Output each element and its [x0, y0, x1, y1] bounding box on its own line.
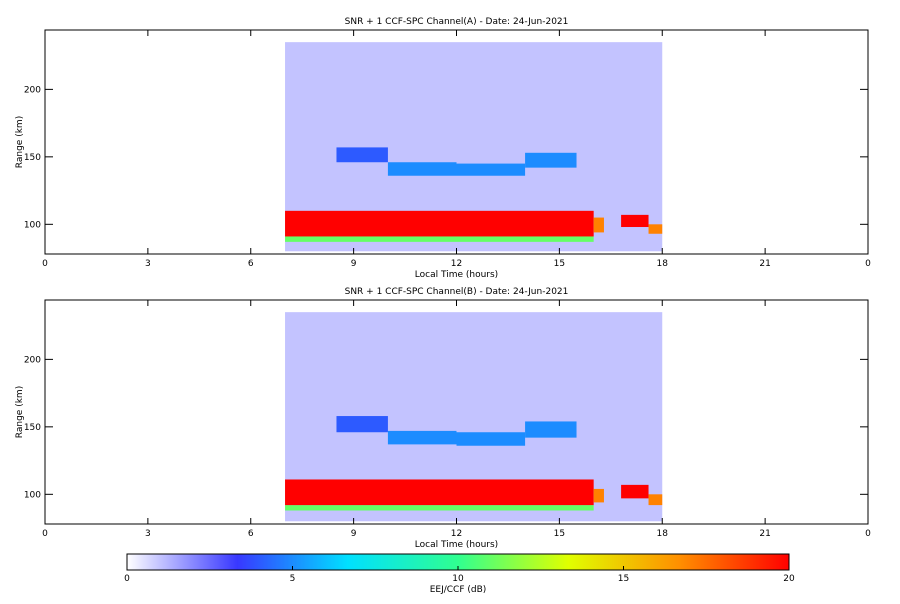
x-tick-label: 3	[145, 259, 151, 269]
y-axis-label: Range (km)	[15, 386, 25, 438]
colorbar-tick-label: 20	[783, 574, 795, 584]
heat-cell	[285, 210, 594, 237]
x-tick-label: 6	[248, 529, 254, 539]
y-tick-label: 100	[24, 490, 41, 500]
heat-cell	[648, 224, 663, 234]
x-tick-label: 3	[145, 529, 151, 539]
x-tick-label: 18	[657, 259, 669, 269]
y-tick-label: 100	[24, 220, 41, 230]
heat-cell	[621, 214, 649, 228]
heat-cell	[593, 217, 604, 233]
x-tick-label: 0	[42, 259, 48, 269]
heat-cell	[285, 479, 594, 506]
heat-cell	[387, 430, 457, 445]
heat-cell	[285, 236, 594, 242]
heat-cell	[387, 162, 457, 176]
heat-cell	[336, 147, 388, 163]
heat-cell	[525, 421, 577, 438]
heat-cell	[593, 488, 604, 503]
heat-cell	[525, 152, 577, 168]
chart-title: SNR + 1 CCF-SPC Channel(A) - Date: 24-Ju…	[345, 17, 569, 27]
colorbar-tick-label: 5	[290, 574, 296, 584]
y-tick-label: 150	[24, 423, 41, 433]
heat-cell	[336, 416, 388, 433]
heat-cell	[456, 432, 526, 446]
colorbar-tick-label: 0	[124, 574, 130, 584]
x-tick-label: 0	[42, 529, 48, 539]
heat-cell	[285, 505, 594, 511]
x-tick-label: 0	[865, 259, 871, 269]
x-axis-label: Local Time (hours)	[415, 540, 498, 550]
heat-cell	[621, 484, 649, 499]
chart-title: SNR + 1 CCF-SPC Channel(B) - Date: 24-Ju…	[345, 287, 569, 297]
y-tick-label: 200	[24, 85, 41, 95]
heat-cell	[648, 494, 663, 506]
colorbar-tick-label: 10	[452, 574, 464, 584]
x-axis-label: Local Time (hours)	[415, 270, 498, 280]
colorbar-tick-label: 15	[618, 574, 629, 584]
y-tick-label: 200	[24, 355, 41, 365]
heat-cell	[456, 163, 526, 176]
x-tick-label: 6	[248, 259, 254, 269]
x-tick-label: 21	[759, 529, 770, 539]
x-tick-label: 21	[759, 259, 770, 269]
y-axis-label: Range (km)	[15, 116, 25, 168]
x-tick-label: 12	[451, 529, 462, 539]
x-tick-label: 15	[554, 259, 565, 269]
x-tick-label: 0	[865, 529, 871, 539]
x-tick-label: 9	[351, 529, 357, 539]
colorbar-label: EEJ/CCF (dB)	[430, 585, 487, 595]
x-tick-label: 18	[657, 529, 669, 539]
x-tick-label: 15	[554, 529, 565, 539]
x-tick-label: 12	[451, 259, 462, 269]
y-tick-label: 150	[24, 153, 41, 163]
x-tick-label: 9	[351, 259, 357, 269]
